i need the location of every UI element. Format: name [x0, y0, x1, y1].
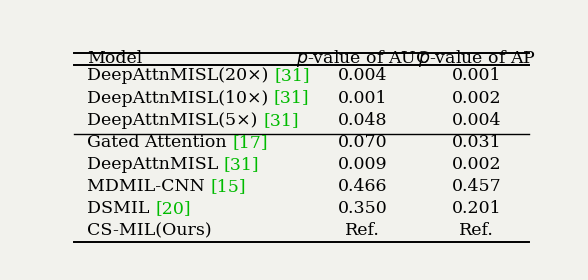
Text: 0.001: 0.001 [338, 90, 387, 106]
Text: $p$-value of AP: $p$-value of AP [418, 48, 536, 69]
Text: [20]: [20] [155, 200, 191, 217]
Text: DeepAttnMISL(5×): DeepAttnMISL(5×) [87, 112, 263, 129]
Text: [31]: [31] [224, 156, 259, 173]
Text: Ref.: Ref. [345, 222, 380, 239]
Text: DeepAttnMISL(10×): DeepAttnMISL(10×) [87, 90, 274, 106]
Text: Gated Attention: Gated Attention [87, 134, 232, 151]
Text: 0.031: 0.031 [452, 134, 502, 151]
Text: DeepAttnMISL(20×): DeepAttnMISL(20×) [87, 67, 274, 84]
Text: [31]: [31] [263, 112, 299, 129]
Text: [15]: [15] [211, 178, 246, 195]
Text: [31]: [31] [274, 67, 310, 84]
Text: 0.002: 0.002 [452, 156, 502, 173]
Text: DSMIL: DSMIL [87, 200, 155, 217]
Text: 0.002: 0.002 [452, 90, 502, 106]
Text: 0.350: 0.350 [338, 200, 387, 217]
Text: 0.004: 0.004 [338, 67, 387, 84]
Text: 0.201: 0.201 [452, 200, 502, 217]
Text: [31]: [31] [274, 90, 309, 106]
Text: [17]: [17] [232, 134, 268, 151]
Text: 0.070: 0.070 [338, 134, 387, 151]
Text: CS-MIL(Ours): CS-MIL(Ours) [87, 222, 212, 239]
Text: DeepAttnMISL: DeepAttnMISL [87, 156, 224, 173]
Text: 0.048: 0.048 [338, 112, 387, 129]
Text: 0.009: 0.009 [338, 156, 387, 173]
Text: 0.466: 0.466 [338, 178, 387, 195]
Text: 0.004: 0.004 [452, 112, 502, 129]
Text: Ref.: Ref. [459, 222, 495, 239]
Text: $p$-value of AUC: $p$-value of AUC [296, 48, 430, 69]
Text: Model: Model [87, 50, 142, 67]
Text: 0.001: 0.001 [452, 67, 502, 84]
Text: 0.457: 0.457 [452, 178, 502, 195]
Text: MDMIL-CNN: MDMIL-CNN [87, 178, 211, 195]
